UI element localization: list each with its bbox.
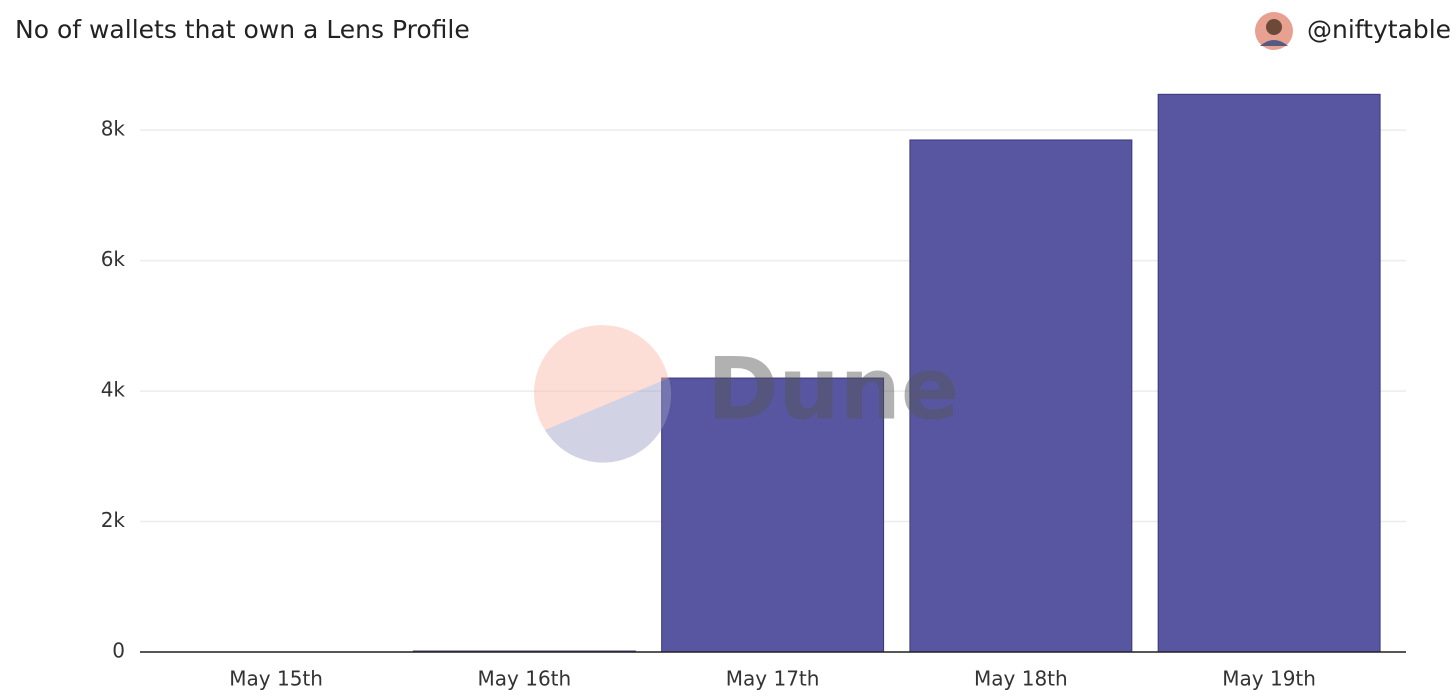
bar xyxy=(661,377,885,653)
x-tick-label: May 16th xyxy=(478,667,572,691)
y-tick-label: 2k xyxy=(101,508,126,532)
watermark: Dune xyxy=(534,325,959,463)
y-tick-label: 0 xyxy=(112,639,125,663)
x-tick-label: May 15th xyxy=(229,667,323,691)
x-tick-label: May 17th xyxy=(726,667,820,691)
y-tick-label: 4k xyxy=(101,378,126,402)
bar xyxy=(1157,93,1381,653)
x-tick-label: May 18th xyxy=(974,667,1068,691)
y-tick-label: 6k xyxy=(101,247,126,271)
watermark-text: Dune xyxy=(707,339,959,439)
avatar xyxy=(1255,12,1293,50)
x-tick-label: May 19th xyxy=(1222,667,1316,691)
y-tick-label: 8k xyxy=(101,117,126,141)
plot: 0 2k 4k 6k 8k May 15th May 16th May 17th May 18t… xyxy=(101,93,1406,691)
bar xyxy=(909,139,1133,653)
author: @niftytable xyxy=(1307,15,1451,44)
chart-title: No of wallets that own a Lens Profile xyxy=(15,15,470,44)
